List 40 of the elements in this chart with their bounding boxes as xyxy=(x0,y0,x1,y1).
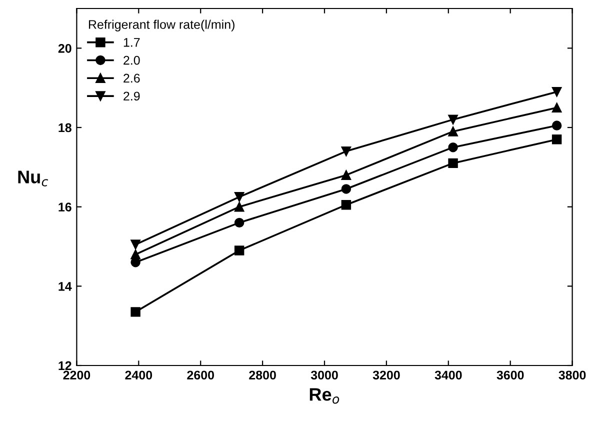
x-tick-label: 2200 xyxy=(63,370,90,380)
point xyxy=(341,170,352,180)
point xyxy=(341,146,352,156)
x-tick-label: 2400 xyxy=(125,370,152,380)
x-tick-label: 3800 xyxy=(558,370,586,380)
y-tick-label: 14 xyxy=(58,282,72,291)
point xyxy=(552,134,562,144)
point xyxy=(130,307,140,317)
point xyxy=(130,250,140,260)
point xyxy=(448,126,458,136)
x-tick-label: 3400 xyxy=(434,370,462,380)
point xyxy=(130,240,140,250)
point xyxy=(448,142,458,152)
legend-label: 2.0 xyxy=(124,56,140,65)
y-tick-label: 12 xyxy=(58,361,72,370)
x-tick-label: 3600 xyxy=(496,370,524,380)
legend-title: Refrigerant flow rate(l/min) xyxy=(88,20,234,32)
legend-label: 1.7 xyxy=(124,38,140,47)
y-tick-label: 16 xyxy=(58,202,72,212)
point xyxy=(448,158,458,168)
point xyxy=(448,114,458,124)
x-axis-title: Re$_{o}$ xyxy=(310,388,340,404)
x-tick-label: 3200 xyxy=(372,370,400,380)
point xyxy=(234,192,244,202)
y-tick-label: 20 xyxy=(58,44,72,53)
y-tick-label: 18 xyxy=(58,123,72,132)
legend-label: 2.6 xyxy=(124,74,140,83)
point xyxy=(552,102,562,113)
point xyxy=(552,86,562,97)
point xyxy=(234,246,244,256)
y-axis-title: Nu$_{c}$ xyxy=(18,170,48,186)
legend-label: 2.9 xyxy=(124,92,140,101)
x-tick-label: 2800 xyxy=(249,370,276,380)
x-tick-label: 2600 xyxy=(187,370,214,380)
point xyxy=(234,202,244,212)
point xyxy=(552,120,562,130)
point xyxy=(341,200,352,210)
point xyxy=(341,184,352,194)
x-tick-label: 3000 xyxy=(310,370,338,380)
point xyxy=(234,218,244,228)
